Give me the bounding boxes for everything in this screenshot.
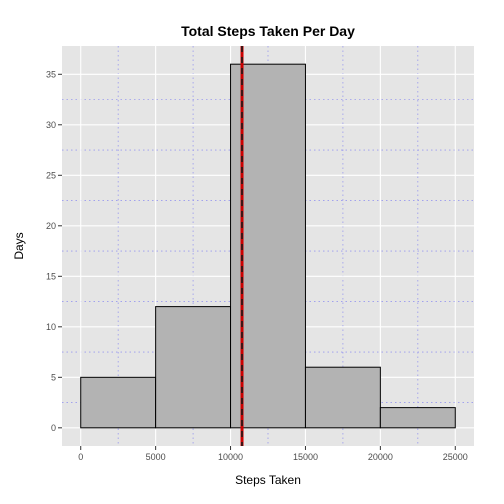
x-tick-label: 15000 (293, 452, 318, 462)
x-tick-label: 10000 (218, 452, 243, 462)
y-tick-label: 5 (51, 372, 56, 382)
y-axis-title: Days (12, 232, 26, 259)
x-axis-ticks: 0 5000 10000 15000 20000 25000 (78, 446, 468, 462)
histogram-bar-4 (304, 366, 381, 429)
y-tick-label: 20 (46, 221, 56, 231)
x-axis-title: Steps Taken (235, 473, 301, 487)
y-tick-label: 15 (46, 271, 56, 281)
chart-title: Total Steps Taken Per Day (181, 23, 355, 39)
y-tick-label: 25 (46, 170, 56, 180)
x-tick-label: 0 (78, 452, 83, 462)
y-tick-label: 10 (46, 322, 56, 332)
y-tick-label: 35 (46, 69, 56, 79)
histogram-bar-1 (80, 376, 157, 429)
y-tick-label: 0 (51, 423, 56, 433)
histogram-bar-5 (379, 407, 456, 429)
x-tick-label: 20000 (368, 452, 393, 462)
x-tick-label: 5000 (146, 452, 166, 462)
histogram-bars (80, 63, 456, 429)
histogram-bar-2 (155, 306, 232, 429)
y-axis-ticks: 0 5 10 15 20 25 30 35 (46, 69, 62, 433)
x-tick-label: 25000 (443, 452, 468, 462)
y-tick-label: 30 (46, 120, 56, 130)
